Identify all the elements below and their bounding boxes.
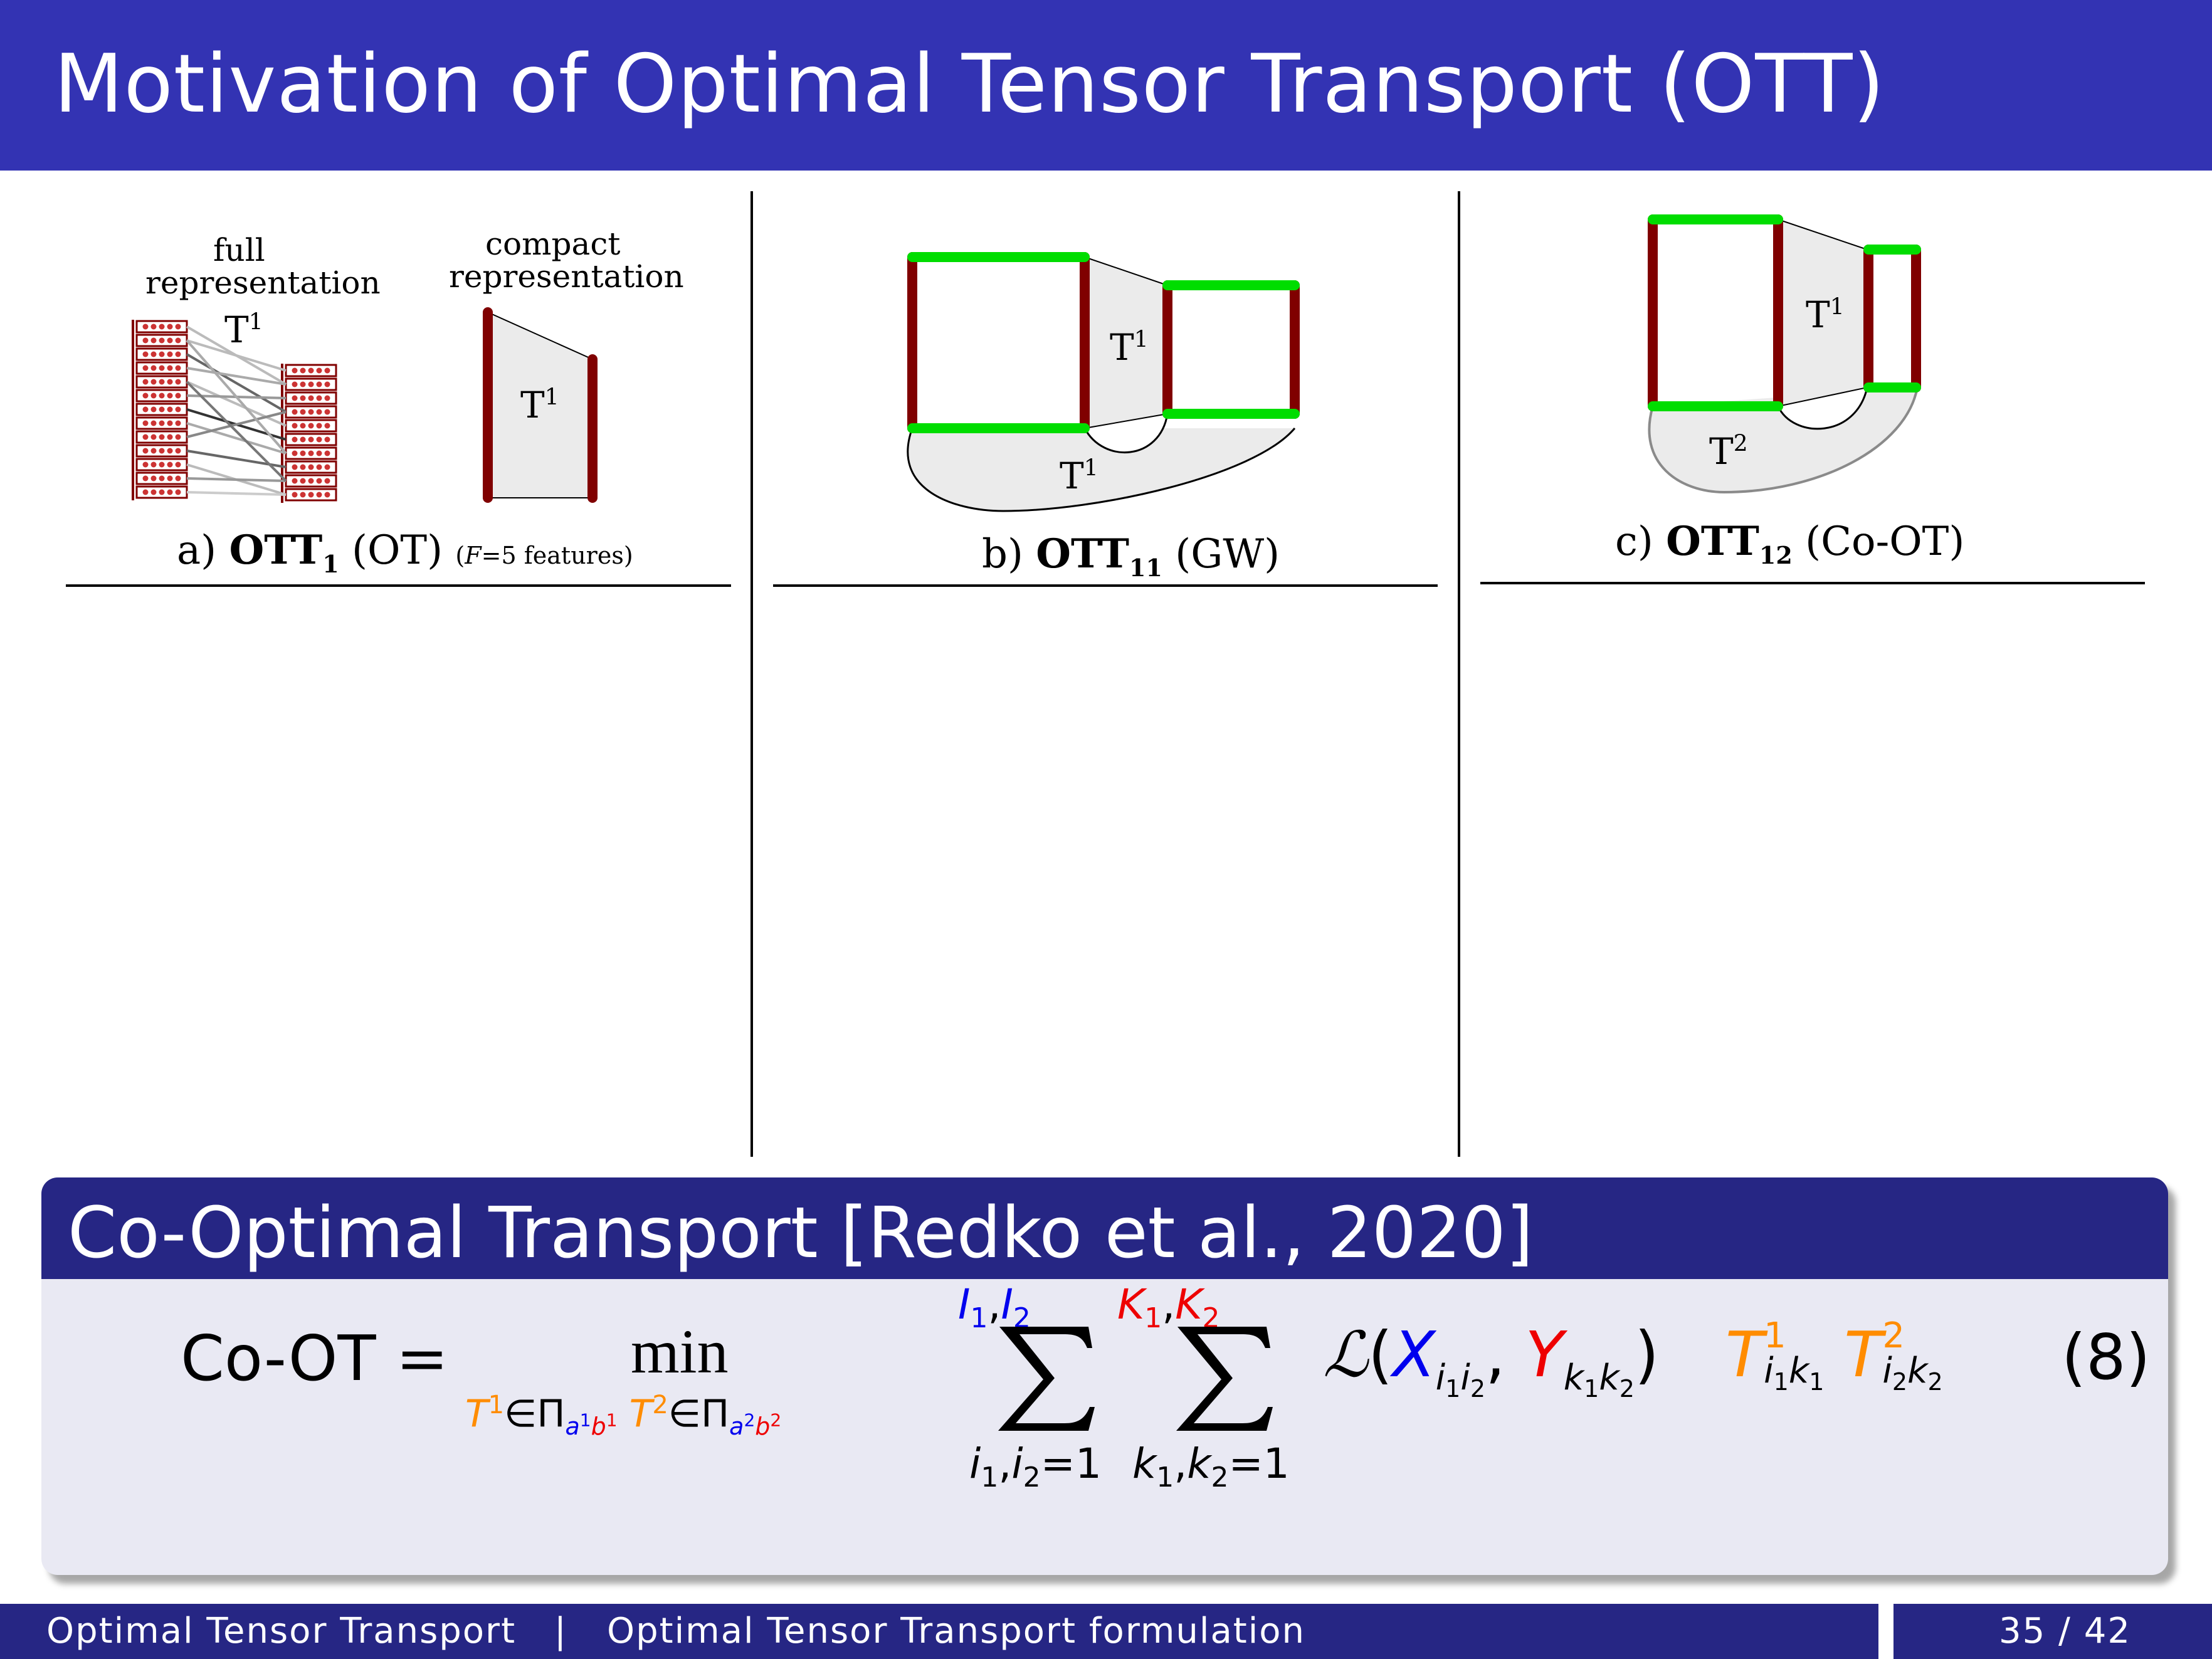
full-transport-lines [186, 325, 287, 496]
panel-b-figure [907, 252, 1300, 512]
t1-full-label: T1 [224, 308, 263, 351]
block-header: Co-Optimal Transport [Redko et al., 2020… [41, 1177, 2168, 1279]
slide-title: Motivation of Optimal Tensor Transport (… [54, 38, 1885, 131]
panel-c-figure [1648, 214, 1921, 494]
co-ot-equation: Co-OT = min T1∈Πa1b1 T2∈Πa2b2 I1,I2 i1,i… [41, 1279, 2168, 1575]
sum2-lower-limit: k1,k2=1 [1132, 1440, 1290, 1494]
footer-right-bar: 35 / 42 [1893, 1604, 2212, 1659]
full-label-line2: representation [145, 265, 381, 301]
footer-left-bar: Optimal Tensor Transport | Optimal Tenso… [0, 1604, 1878, 1659]
compact-representation [483, 307, 598, 503]
panel-a-rule [66, 584, 731, 587]
caption-a: a) OTT1 (OT) (F=5 features) [177, 527, 633, 578]
caption-b: b) OTT11 (GW) [982, 530, 1280, 582]
sum1-lower-limit: i1,i2=1 [969, 1440, 1102, 1494]
sum2-sigma [1176, 1327, 1273, 1431]
footer-separator: | [554, 1611, 567, 1651]
panel-a-figure [132, 307, 598, 503]
caption-c: c) OTT12 (Co-OT) [1615, 518, 1965, 569]
footer-section: Optimal Tensor Transport formulation [607, 1611, 1306, 1651]
panel-b-rule [773, 584, 1438, 587]
compact-label-line2: representation [449, 258, 684, 295]
t1-top-label-c: T1 [1806, 293, 1845, 336]
sum1-sigma [998, 1327, 1095, 1431]
eq-loss-term: ℒ(Xi1i2, Yk1k2) [1323, 1318, 1659, 1403]
eq-lhs: Co-OT = [181, 1322, 449, 1395]
compact-label-line1: compact [485, 226, 621, 262]
title-bar: Motivation of Optimal Tensor Transport (… [0, 0, 2212, 171]
footer-title: Optimal Tensor Transport [46, 1611, 517, 1651]
eq-min-subscript: T1∈Πa1b1 T2∈Πa2b2 [465, 1391, 782, 1440]
co-ot-block: Co-Optimal Transport [Redko et al., 2020… [41, 1177, 2168, 1575]
footer-page-number: 35 / 42 [1999, 1611, 2131, 1651]
eq-min: min [631, 1317, 729, 1386]
sum2-upper-limit: K1,K2 [1117, 1280, 1220, 1335]
full-label-line1: full [213, 232, 265, 268]
panel-c-rule [1480, 582, 2145, 584]
t2-bottom-label-c: T2 [1709, 430, 1748, 473]
panel-divider-2 [1458, 191, 1460, 1157]
t1-top-label-b: T1 [1110, 326, 1149, 369]
t1-compact-label: T1 [520, 384, 559, 426]
full-representation-left-stack [132, 320, 337, 503]
eq-transport-terms: T 1 i1k1 T 2 i2k2 [1725, 1315, 1943, 1396]
t1-bottom-label-b: T1 [1060, 455, 1098, 497]
block-title: Co-Optimal Transport [Redko et al., 2020… [68, 1193, 1534, 1274]
equation-number: (8) [2062, 1320, 2151, 1394]
panel-divider-1 [750, 191, 753, 1157]
